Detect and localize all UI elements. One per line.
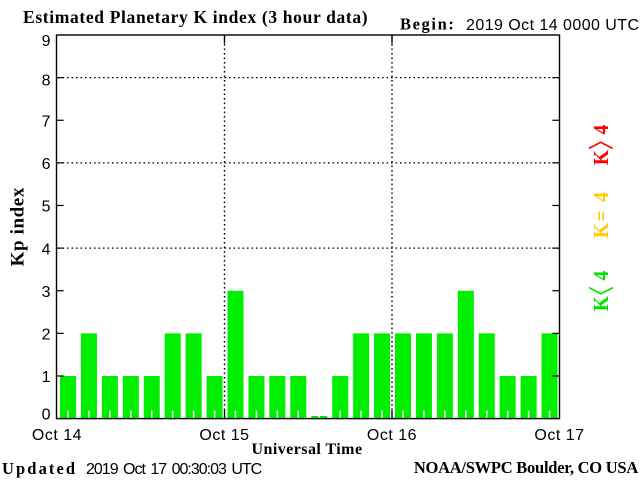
svg-text:0: 0 [42,407,51,424]
svg-text:2: 2 [42,327,51,344]
svg-text:2019 Oct 14 0000 UTC: 2019 Oct 14 0000 UTC [466,17,640,34]
svg-text:Oct 15: Oct 15 [199,427,249,444]
svg-text:1: 1 [42,369,51,386]
svg-text:4: 4 [42,241,51,258]
svg-text:Begin:: Begin: [400,14,455,33]
svg-text:Kp index: Kp index [8,187,29,266]
svg-text:K4: K4 [590,271,613,311]
svg-text:2019 Oct 17 00:30:03 UTC: 2019 Oct 17 00:30:03 UTC [86,461,262,478]
svg-text:Oct 16: Oct 16 [367,427,417,444]
svg-text:K=4: K=4 [590,192,613,238]
svg-text:NOAA/SWPC Boulder, CO USA: NOAA/SWPC Boulder, CO USA [414,458,639,477]
svg-text:3: 3 [42,284,51,301]
svg-text:Estimated Planetary K index (3: Estimated Planetary K index (3 hour data… [23,7,368,27]
svg-text:Updated: Updated [2,459,77,478]
svg-text:Oct 14: Oct 14 [32,427,82,444]
svg-text:5: 5 [42,199,51,216]
svg-text:Oct 17: Oct 17 [534,427,584,444]
svg-text:K4: K4 [590,125,613,165]
svg-text:Universal Time: Universal Time [251,441,362,458]
svg-text:6: 6 [42,156,51,173]
svg-text:8: 8 [42,72,51,89]
svg-text:9: 9 [42,33,51,50]
svg-text:7: 7 [42,113,51,130]
